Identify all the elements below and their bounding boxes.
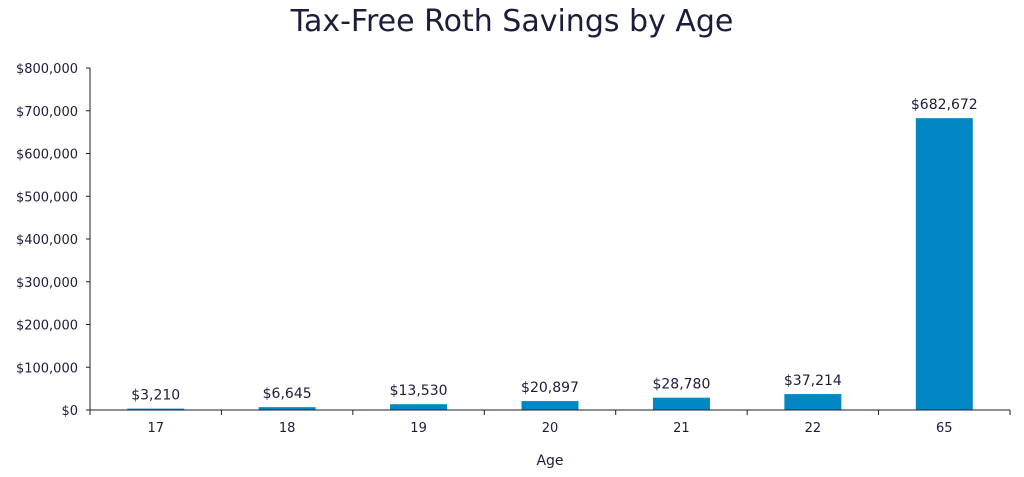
bar xyxy=(521,401,579,410)
bar-value-label: $6,645 xyxy=(263,386,312,402)
bar-value-label: $3,210 xyxy=(131,388,180,404)
y-tick-label: $600,000 xyxy=(16,148,78,163)
y-tick-label: $800,000 xyxy=(16,62,78,77)
chart-title: Tax-Free Roth Savings by Age xyxy=(290,4,734,39)
y-tick-label: $500,000 xyxy=(16,190,78,205)
bar-value-label: $20,897 xyxy=(521,380,579,396)
x-tick-label: 18 xyxy=(279,421,296,436)
bar xyxy=(258,407,316,410)
bar-value-label: $28,780 xyxy=(652,377,710,393)
x-tick-label: 22 xyxy=(805,421,822,436)
bar xyxy=(652,397,710,410)
y-tick-label: $200,000 xyxy=(16,319,78,334)
bar xyxy=(915,118,973,411)
x-tick-label: 20 xyxy=(542,421,559,436)
x-tick-label: 21 xyxy=(673,421,690,436)
y-tick-label: $0 xyxy=(61,404,78,419)
x-tick-label: 19 xyxy=(410,421,427,436)
bar-value-label: $682,672 xyxy=(911,97,978,113)
x-tick-label: 65 xyxy=(936,421,953,436)
y-tick-label: $400,000 xyxy=(16,233,78,248)
x-axis-title: Age xyxy=(536,453,563,469)
x-axis-ticks: 17 18 19 20 21 22 65 xyxy=(89,410,1011,436)
bars: $3,210 $6,645 $13,530 $20,897 $28,780 $37,214… xyxy=(127,97,978,411)
bar xyxy=(390,404,448,410)
y-axis-ticks: $0 $100,000 $200,000 $300,000 $400,000 $500,0… xyxy=(16,62,90,419)
y-tick-label: $700,000 xyxy=(16,105,78,120)
y-tick-label: $300,000 xyxy=(16,276,78,291)
bar-value-label: $13,530 xyxy=(390,383,448,399)
x-tick-label: 17 xyxy=(147,421,164,436)
bar xyxy=(784,394,842,410)
bar xyxy=(127,408,185,410)
y-tick-label: $100,000 xyxy=(16,361,78,376)
bar-value-label: $37,214 xyxy=(784,373,842,389)
